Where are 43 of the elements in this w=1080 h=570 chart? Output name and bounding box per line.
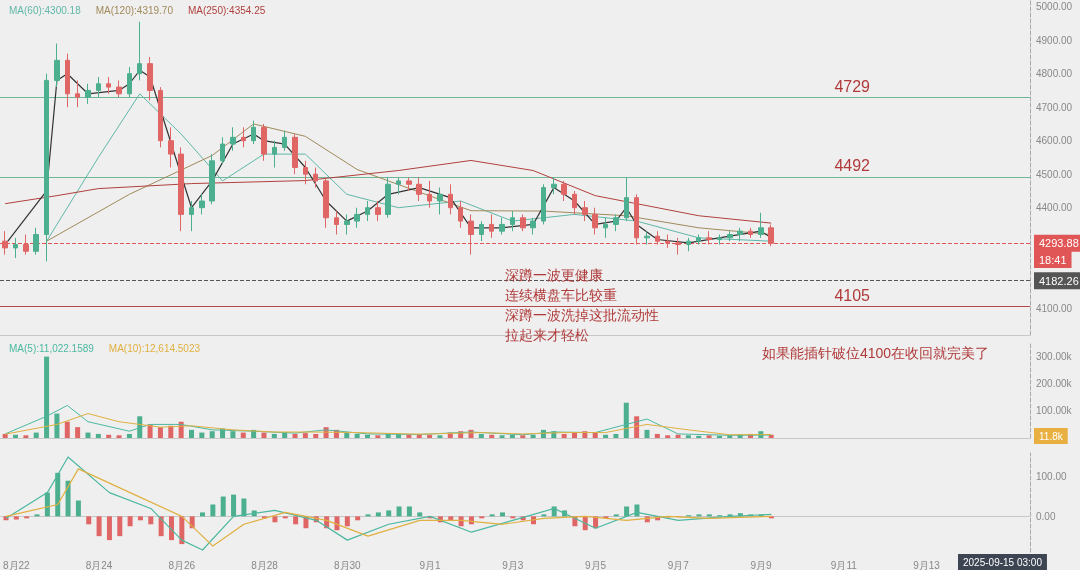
annotation: 连续横盘车比较重 bbox=[505, 287, 617, 303]
y-tick-label: 4100.00 bbox=[1036, 302, 1073, 314]
x-tick-label: 9月5 bbox=[585, 559, 607, 570]
ref-line-label: 4182.26 bbox=[1039, 274, 1079, 287]
x-tick-label: 9月3 bbox=[502, 559, 524, 570]
text: MA(5):11,022.1589 bbox=[9, 342, 95, 354]
y-tick-label: 4600.00 bbox=[1036, 135, 1073, 147]
x-tick-label: 8月30 bbox=[333, 559, 362, 570]
y-tick-label: 300.00k bbox=[1036, 351, 1073, 363]
x-tick-label: 9月13 bbox=[913, 559, 941, 570]
ref-line-label: 4105 bbox=[834, 287, 871, 305]
y-tick-label: 4900.00 bbox=[1036, 34, 1073, 46]
y-tick-label: 5000.00 bbox=[1036, 1, 1073, 13]
y-tick-label: 4800.00 bbox=[1036, 68, 1073, 80]
ref-line-label: 4293.88 bbox=[1039, 237, 1079, 250]
x-tick-label: 9月11 bbox=[830, 559, 858, 570]
y-tick-label: 4500.00 bbox=[1036, 168, 1073, 180]
annotation: 拉起来才轻松 bbox=[505, 327, 589, 343]
text: 18:41 bbox=[1039, 253, 1067, 266]
y-tick-label: 4400.00 bbox=[1036, 202, 1073, 214]
text: MA(10):12,614.5023 bbox=[108, 342, 201, 354]
y-tick-label: 100.00 bbox=[1036, 471, 1068, 483]
annotation: 深蹲一波洗掉这批流动性 bbox=[505, 307, 659, 323]
text: MA(120):4319.70 bbox=[95, 4, 174, 16]
ref-line-label: 4729 bbox=[834, 77, 871, 95]
y-tick-label: 4700.00 bbox=[1036, 101, 1073, 113]
ref-line-label: 4492 bbox=[834, 157, 871, 175]
y-tick-label: 200.00k bbox=[1036, 378, 1073, 390]
y-tick-label: 100.00k bbox=[1036, 405, 1073, 417]
annotation: 如果能插针破位4100在收回就完美了 bbox=[762, 345, 990, 361]
text: 2025-09-15 03:00 bbox=[963, 556, 1043, 568]
text: MA(60):4300.18 bbox=[9, 4, 82, 16]
x-tick-label: 9月9 bbox=[750, 559, 773, 570]
y-tick-label: 0.00 bbox=[1036, 510, 1056, 522]
x-tick-label: 8月24 bbox=[85, 559, 113, 570]
x-tick-label: 9月7 bbox=[667, 559, 690, 570]
text: MA(250):4354.25 bbox=[187, 4, 266, 16]
x-tick-label: 8月28 bbox=[251, 559, 279, 570]
x-tick-label: 8月26 bbox=[168, 559, 196, 570]
text: 11.8k bbox=[1039, 430, 1064, 442]
x-tick-label: 8月22 bbox=[3, 559, 31, 570]
annotation: 深蹲一波更健康 bbox=[505, 267, 603, 283]
x-tick-label: 9月1 bbox=[419, 559, 442, 570]
